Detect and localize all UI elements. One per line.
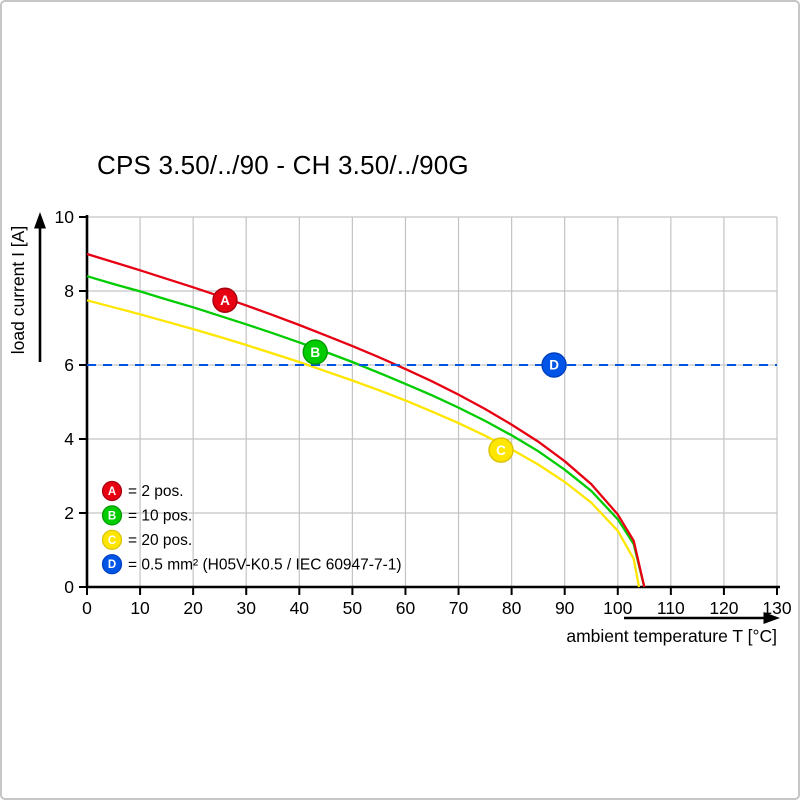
y-tick-label: 10 xyxy=(55,207,75,227)
x-tick-label: 120 xyxy=(709,598,738,618)
curve-A xyxy=(86,252,646,588)
x-tick-label: 10 xyxy=(130,598,150,618)
svg-text:B: B xyxy=(310,345,320,360)
x-tick-label: 30 xyxy=(236,598,256,618)
marker-B: B xyxy=(302,339,328,365)
svg-text:A: A xyxy=(220,293,230,308)
x-tick-label: 60 xyxy=(396,598,416,618)
y-tick-label: 4 xyxy=(64,429,74,449)
y-axis-label: load current I [A] xyxy=(8,226,28,354)
svg-text:D: D xyxy=(108,559,116,571)
svg-text:C: C xyxy=(496,443,506,458)
x-axis-arrow xyxy=(624,612,780,624)
marker-D: D xyxy=(541,352,567,378)
x-tick-label: 40 xyxy=(290,598,310,618)
legend-item-A: A = 2 pos. xyxy=(101,480,184,502)
chart-title: CPS 3.50/../90 - CH 3.50/../90G xyxy=(97,150,469,180)
legend-label: = 2 pos. xyxy=(128,483,184,500)
marker-A: A xyxy=(212,287,238,313)
legend-label: = 10 pos. xyxy=(128,508,192,525)
x-tick-label: 100 xyxy=(603,598,632,618)
legend-item-C: C = 20 pos. xyxy=(101,529,192,550)
legend-label: = 20 pos. xyxy=(128,532,192,549)
curve-C xyxy=(86,299,641,588)
x-tick-label: 20 xyxy=(183,598,203,618)
legend-label: = 0.5 mm² (H05V-K0.5 / IEC 60947-7-1) xyxy=(128,556,402,573)
x-tick-label: 80 xyxy=(502,598,522,618)
x-tick-label: 0 xyxy=(82,598,92,618)
legend-item-D: D = 0.5 mm² (H05V-K0.5 / IEC 60947-7-1) xyxy=(101,554,402,575)
x-tick-label: 110 xyxy=(657,598,685,618)
y-tick-label: 0 xyxy=(64,577,74,597)
x-tick-label: 50 xyxy=(343,598,363,618)
legend-item-B: B = 10 pos. xyxy=(101,505,192,526)
x-tick-label: 130 xyxy=(762,598,791,618)
svg-text:A: A xyxy=(108,486,116,498)
y-tick-label: 6 xyxy=(64,355,74,375)
svg-text:D: D xyxy=(549,358,559,373)
x-tick-label: 90 xyxy=(555,598,575,618)
y-tick-label: 8 xyxy=(64,281,74,301)
x-tick-label: 70 xyxy=(449,598,469,618)
y-tick-label: 2 xyxy=(64,503,74,523)
marker-C: C xyxy=(488,437,514,463)
y-axis-arrow xyxy=(34,212,46,362)
legend: A = 2 pos. B = 10 pos. C = 20 pos. D = 0.5 mm² … xyxy=(101,480,402,575)
curve-B xyxy=(86,275,646,588)
x-axis-label: ambient temperature T [°C] xyxy=(566,626,777,646)
svg-text:C: C xyxy=(108,535,116,547)
svg-text:B: B xyxy=(108,510,116,522)
